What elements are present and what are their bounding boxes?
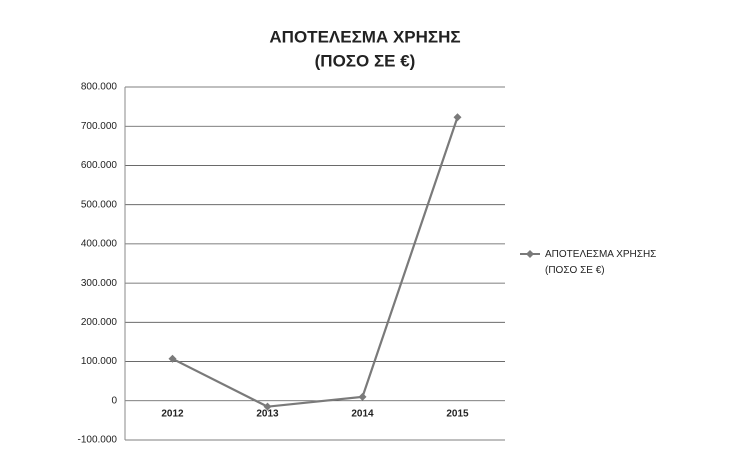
x-tick-label: 2012 [161,408,184,419]
legend-marker [526,250,534,258]
y-tick-label: 600.000 [81,160,118,171]
y-tick-label: 700.000 [81,121,118,132]
x-tick-label: 2013 [256,408,279,419]
x-tick-label: 2015 [446,408,469,419]
chart-subtitle: (ΠΟΣΟ ΣΕ €) [315,51,416,70]
y-tick-label: -100.000 [78,435,118,446]
series-line [172,116,459,408]
point [263,402,272,411]
y-tick-label: 300.000 [81,278,118,289]
point [168,354,177,363]
y-tick-label: 100.000 [81,356,118,367]
chart-title: ΑΠΟΤΕΛΕΣΜΑ ΧΡΗΣΗΣ [269,27,460,46]
y-tick-label: 0 [111,395,117,406]
y-tick-label: 200.000 [81,317,118,328]
point [358,392,367,401]
point [453,113,462,122]
y-tick-label: 500.000 [81,199,118,210]
legend-label: ΑΠΟΤΕΛΕΣΜΑ ΧΡΗΣΗΣ (ΠΟΣΟ ΣΕ €) [545,249,657,276]
y-tick-label: 800.000 [81,82,118,93]
y-tick-label: 400.000 [81,239,118,250]
x-tick-label: 2014 [351,408,374,419]
